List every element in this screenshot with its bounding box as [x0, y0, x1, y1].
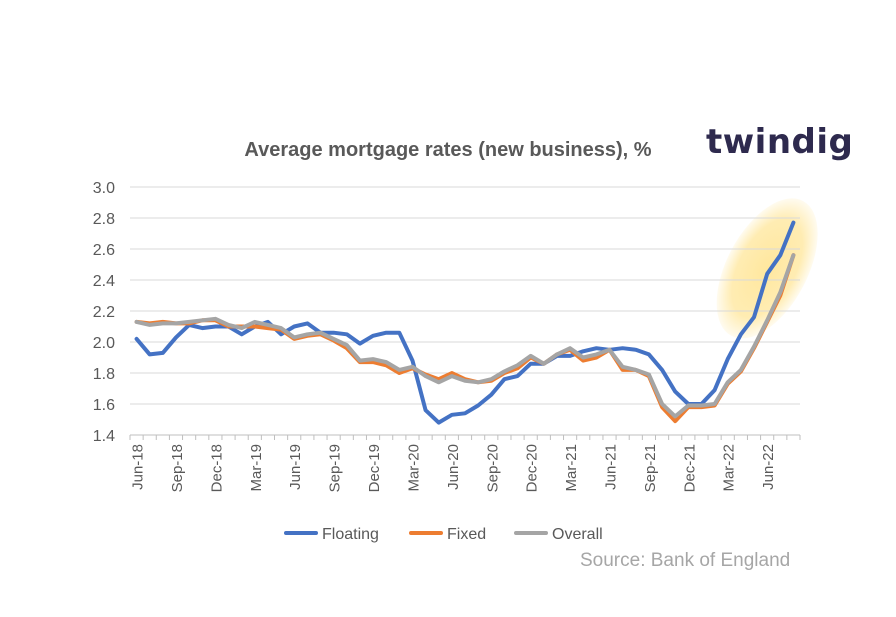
source-note: Source: Bank of England	[580, 550, 791, 571]
series-line-overall	[134, 253, 796, 419]
y-tick-label: 2.4	[93, 273, 115, 290]
legend: Floating Fixed Overall	[284, 526, 603, 543]
x-tick-label: Mar-22	[721, 444, 738, 492]
x-tick-label: Mar-19	[248, 444, 265, 492]
y-tick-label: 1.6	[93, 397, 115, 414]
y-tick-label: 3.0	[93, 180, 115, 197]
x-tick-label: Dec-20	[524, 444, 541, 492]
x-tick-label: Sep-19	[327, 444, 344, 492]
x-tick-label: Jun-21	[603, 444, 620, 490]
x-tick-label: Sep-20	[484, 444, 501, 492]
x-tick-label: Dec-21	[681, 444, 698, 492]
highlight-ellipse	[716, 198, 818, 339]
series-line-floating	[134, 220, 796, 425]
legend-label-overall: Overall	[552, 526, 603, 543]
y-tick-label: 2.8	[93, 211, 115, 228]
x-tick-label: Dec-19	[366, 444, 383, 492]
x-tick-label: Jun-18	[130, 444, 147, 490]
gridlines: 3.0 2.8 2.6 2.4 2.2 2.0 1.8 1.6 1.4	[93, 180, 800, 445]
axes: Jun-18 Sep-18 Dec-18 Mar-19 Jun-19 Sep-19 Dec-…	[129, 434, 801, 492]
y-tick-label: 2.0	[93, 335, 115, 352]
chart-title: Average mortgage rates (new business), %	[244, 139, 651, 161]
y-tick-label: 2.6	[93, 242, 115, 259]
y-tick-label: 1.4	[93, 428, 115, 445]
legend-label-floating: Floating	[322, 526, 379, 543]
x-tick-label: Jun-19	[287, 444, 304, 490]
series-lines	[134, 220, 796, 425]
x-tick-label: Sep-21	[642, 444, 659, 492]
y-tick-label: 1.8	[93, 366, 115, 383]
x-tick-label: Sep-18	[169, 444, 186, 492]
legend-label-fixed: Fixed	[447, 526, 486, 543]
highlight-layer	[716, 198, 818, 339]
x-tick-label: Mar-20	[405, 444, 422, 492]
twindig-logo: twindig	[706, 122, 854, 162]
x-tick-label: Jun-22	[760, 444, 777, 490]
x-tick-label: Jun-20	[445, 444, 462, 490]
x-tick-label: Dec-18	[208, 444, 225, 492]
x-tick-label: Mar-21	[563, 444, 580, 492]
y-tick-label: 2.2	[93, 304, 115, 321]
